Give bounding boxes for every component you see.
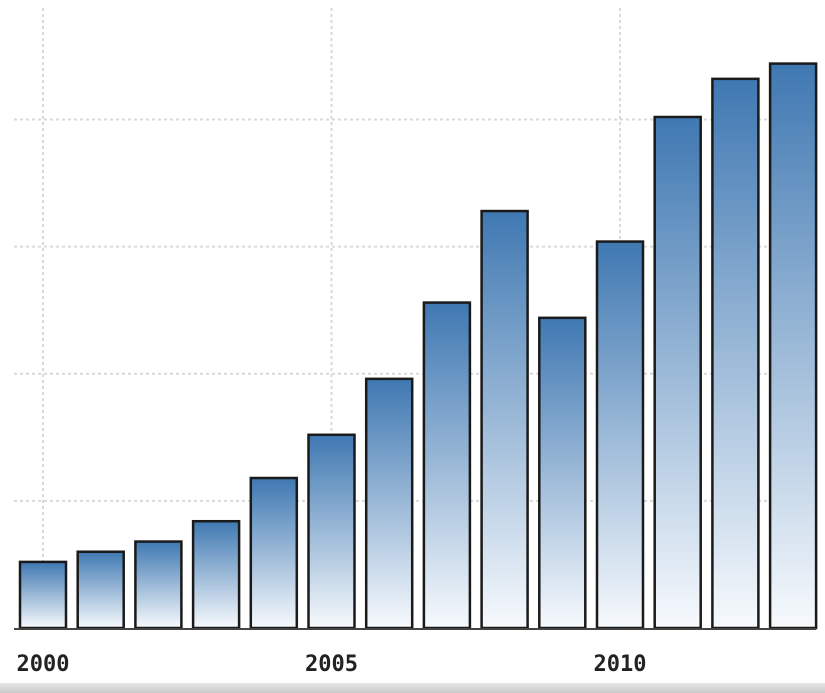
bar-2013 <box>768 62 818 630</box>
bar-2009 <box>538 316 587 630</box>
bar-2011 <box>653 115 702 630</box>
x-tick-labels: 2000 2005 2010 <box>17 652 647 677</box>
bar-2007 <box>422 301 472 630</box>
x-tick-label-2010: 2010 <box>594 652 647 677</box>
bar-2005 <box>307 433 356 630</box>
bottom-shadow-band <box>0 683 825 693</box>
bar-2000 <box>18 560 68 630</box>
bar-2003 <box>191 519 241 630</box>
bar-2002 <box>134 540 183 630</box>
x-tick-label-2005: 2005 <box>305 652 358 677</box>
bar-2004 <box>249 476 299 630</box>
bar-2001 <box>76 550 125 630</box>
bars <box>18 62 818 630</box>
bar-2008 <box>480 209 529 630</box>
bar-2010 <box>595 240 645 630</box>
bar-2006 <box>364 377 414 630</box>
bar-2012 <box>711 77 760 630</box>
x-tick-label-2000: 2000 <box>17 652 70 677</box>
